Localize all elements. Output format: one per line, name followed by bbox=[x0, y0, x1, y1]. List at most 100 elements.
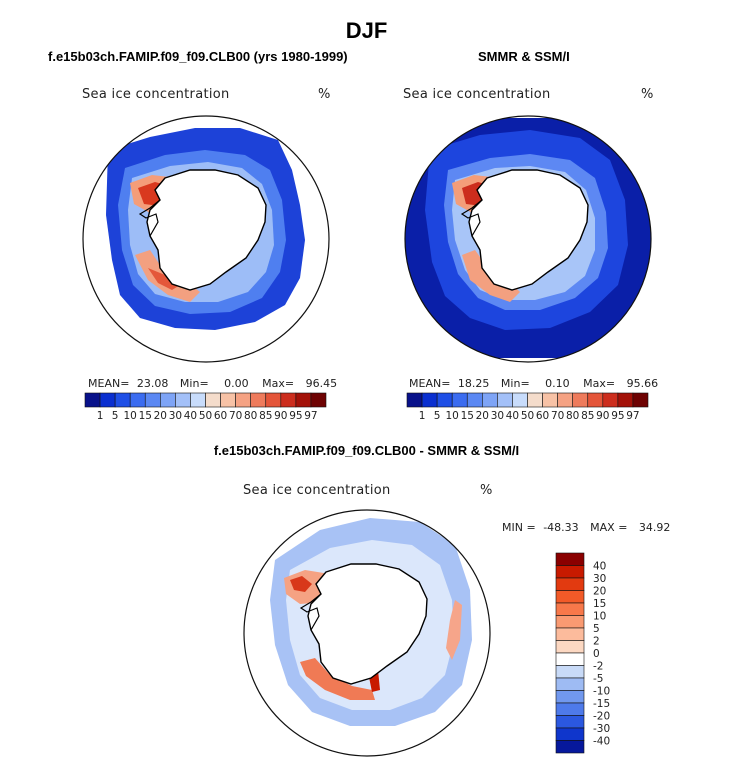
diff-colorbar-swatch bbox=[555, 602, 585, 616]
obs-max-value: 95.66 bbox=[626, 377, 659, 390]
obs-colorbar-label: 85 bbox=[581, 410, 594, 422]
diff-colorbar-swatch bbox=[555, 552, 585, 566]
model-max-value: 96.45 bbox=[305, 377, 338, 390]
model-colorbar-label: 40 bbox=[184, 410, 197, 422]
obs-colorbar-label: 95 bbox=[611, 410, 624, 422]
diff-colorbar-label: 2 bbox=[593, 636, 600, 648]
diff-peninsula bbox=[299, 593, 322, 631]
obs-colorbar-swatch bbox=[421, 392, 438, 408]
model-colorbar-swatch bbox=[265, 392, 282, 408]
model-colorbar-swatch bbox=[280, 392, 297, 408]
diff-min-label: MIN = bbox=[502, 521, 536, 534]
obs-units-label: % bbox=[641, 87, 654, 102]
obs-colorbar-label: 30 bbox=[491, 410, 504, 422]
obs-colorbar-swatch bbox=[602, 392, 619, 408]
diff-stats: MIN = -48.33 MAX = 34.92 bbox=[502, 521, 670, 534]
obs-colorbar-label: 10 bbox=[446, 410, 459, 422]
model-colorbar-swatch bbox=[129, 392, 146, 408]
diff-colorbar-swatch bbox=[555, 627, 585, 641]
diff-units-label: % bbox=[480, 483, 493, 498]
diff-colorbar-label: 10 bbox=[593, 611, 606, 623]
diff-colorbar-swatch bbox=[555, 690, 585, 704]
model-colorbar-label: 97 bbox=[304, 410, 317, 422]
diff-colorbar-swatch bbox=[555, 702, 585, 716]
obs-colorbar-swatch bbox=[557, 392, 573, 408]
model-colorbar-label: 30 bbox=[169, 410, 182, 422]
model-colorbar-label: 80 bbox=[244, 410, 257, 422]
model-colorbar-label: 1 bbox=[97, 410, 104, 422]
model-map-boundary bbox=[82, 115, 330, 363]
model-colorbar-label: 50 bbox=[199, 410, 212, 422]
obs-peninsula bbox=[460, 199, 483, 237]
model-min-label: Min= bbox=[179, 377, 209, 390]
obs-min-value: 0.10 bbox=[545, 377, 570, 390]
obs-map-boundary bbox=[404, 115, 652, 363]
obs-colorbar-label: 90 bbox=[596, 410, 609, 422]
diff-colorbar-swatch bbox=[555, 577, 585, 591]
model-colorbar-label: 60 bbox=[214, 410, 227, 422]
diff-colorbar-label: 40 bbox=[593, 561, 606, 573]
model-colorbar-swatch bbox=[160, 392, 176, 408]
diff-colorbar-label: -20 bbox=[593, 711, 610, 723]
obs-antarctica bbox=[468, 169, 589, 291]
obs-colorbar-swatch bbox=[542, 392, 558, 408]
obs-mean-label: MEAN= bbox=[409, 377, 451, 390]
model-polar-map bbox=[82, 115, 330, 363]
diff-colorbar-label: -30 bbox=[593, 723, 610, 735]
obs-mean-value: 18.25 bbox=[457, 377, 490, 390]
diff-min-value: -48.33 bbox=[543, 521, 579, 534]
diff-colorbar-swatch bbox=[555, 665, 585, 679]
model-colorbar-swatch bbox=[250, 392, 267, 408]
model-colorbar: 1 5 10 15 20 30 40 50 60 70 80 85 90 95 97 bbox=[84, 392, 327, 422]
model-colorbar-swatch bbox=[190, 392, 206, 408]
diff-weddell-core bbox=[290, 576, 312, 592]
model-colorbar-label: 70 bbox=[229, 410, 242, 422]
model-peninsula bbox=[138, 199, 161, 237]
obs-colorbar-label: 15 bbox=[461, 410, 474, 422]
model-colorbar-swatch bbox=[235, 392, 251, 408]
figure-title: DJF bbox=[345, 18, 388, 43]
diff-colorbar-swatch bbox=[555, 615, 585, 629]
model-colorbar-swatch bbox=[114, 392, 131, 408]
obs-colorbar-label: 80 bbox=[566, 410, 579, 422]
model-panel-title: f.e15b03ch.FAMIP.f09_f09.CLB00 (yrs 1980… bbox=[48, 49, 348, 64]
diff-colorbar-label: 30 bbox=[593, 573, 606, 585]
obs-colorbar-label: 40 bbox=[506, 410, 519, 422]
model-colorbar-swatch bbox=[84, 392, 101, 408]
obs-colorbar-swatch bbox=[436, 392, 453, 408]
obs-variable-label: Sea ice concentration bbox=[403, 87, 551, 102]
model-max-label: Max= bbox=[262, 377, 295, 390]
obs-colorbar: 1 5 10 15 20 30 40 50 60 70 80 85 90 95 97 bbox=[406, 392, 649, 422]
diff-colorbar-swatch bbox=[555, 640, 585, 654]
obs-max-label: Max= bbox=[583, 377, 616, 390]
obs-colorbar-label: 97 bbox=[626, 410, 639, 422]
obs-colorbar-label: 60 bbox=[536, 410, 549, 422]
diff-map-boundary bbox=[243, 509, 491, 757]
obs-colorbar-swatch bbox=[497, 392, 513, 408]
obs-colorbar-swatch bbox=[512, 392, 528, 408]
diff-colorbar-swatch bbox=[555, 715, 585, 729]
diff-east-positive bbox=[446, 600, 462, 660]
diff-colorbar-swatch bbox=[555, 677, 585, 691]
obs-colorbar-swatch bbox=[587, 392, 604, 408]
diff-colorbar-swatch bbox=[555, 727, 585, 741]
model-min-value: 0.00 bbox=[224, 377, 249, 390]
model-colorbar-swatch bbox=[310, 392, 327, 408]
diff-colorbar-swatch bbox=[555, 652, 585, 666]
model-colorbar-swatch bbox=[144, 392, 161, 408]
model-variable-label: Sea ice concentration bbox=[82, 87, 230, 102]
obs-colorbar-label: 1 bbox=[419, 410, 426, 422]
model-colorbar-swatch bbox=[205, 392, 221, 408]
obs-colorbar-swatch bbox=[632, 392, 649, 408]
diff-colorbar-label: 20 bbox=[593, 586, 606, 598]
diff-colorbar-swatch bbox=[555, 565, 585, 579]
diff-colorbar-label: -5 bbox=[593, 673, 603, 685]
diff-polar-map bbox=[243, 509, 491, 757]
diff-max-label: MAX = bbox=[590, 521, 628, 534]
diff-colorbar-label: 0 bbox=[593, 648, 600, 660]
model-colorbar-swatch bbox=[99, 392, 116, 408]
model-units-label: % bbox=[318, 87, 331, 102]
obs-colorbar-swatch bbox=[572, 392, 589, 408]
obs-min-label: Min= bbox=[500, 377, 530, 390]
